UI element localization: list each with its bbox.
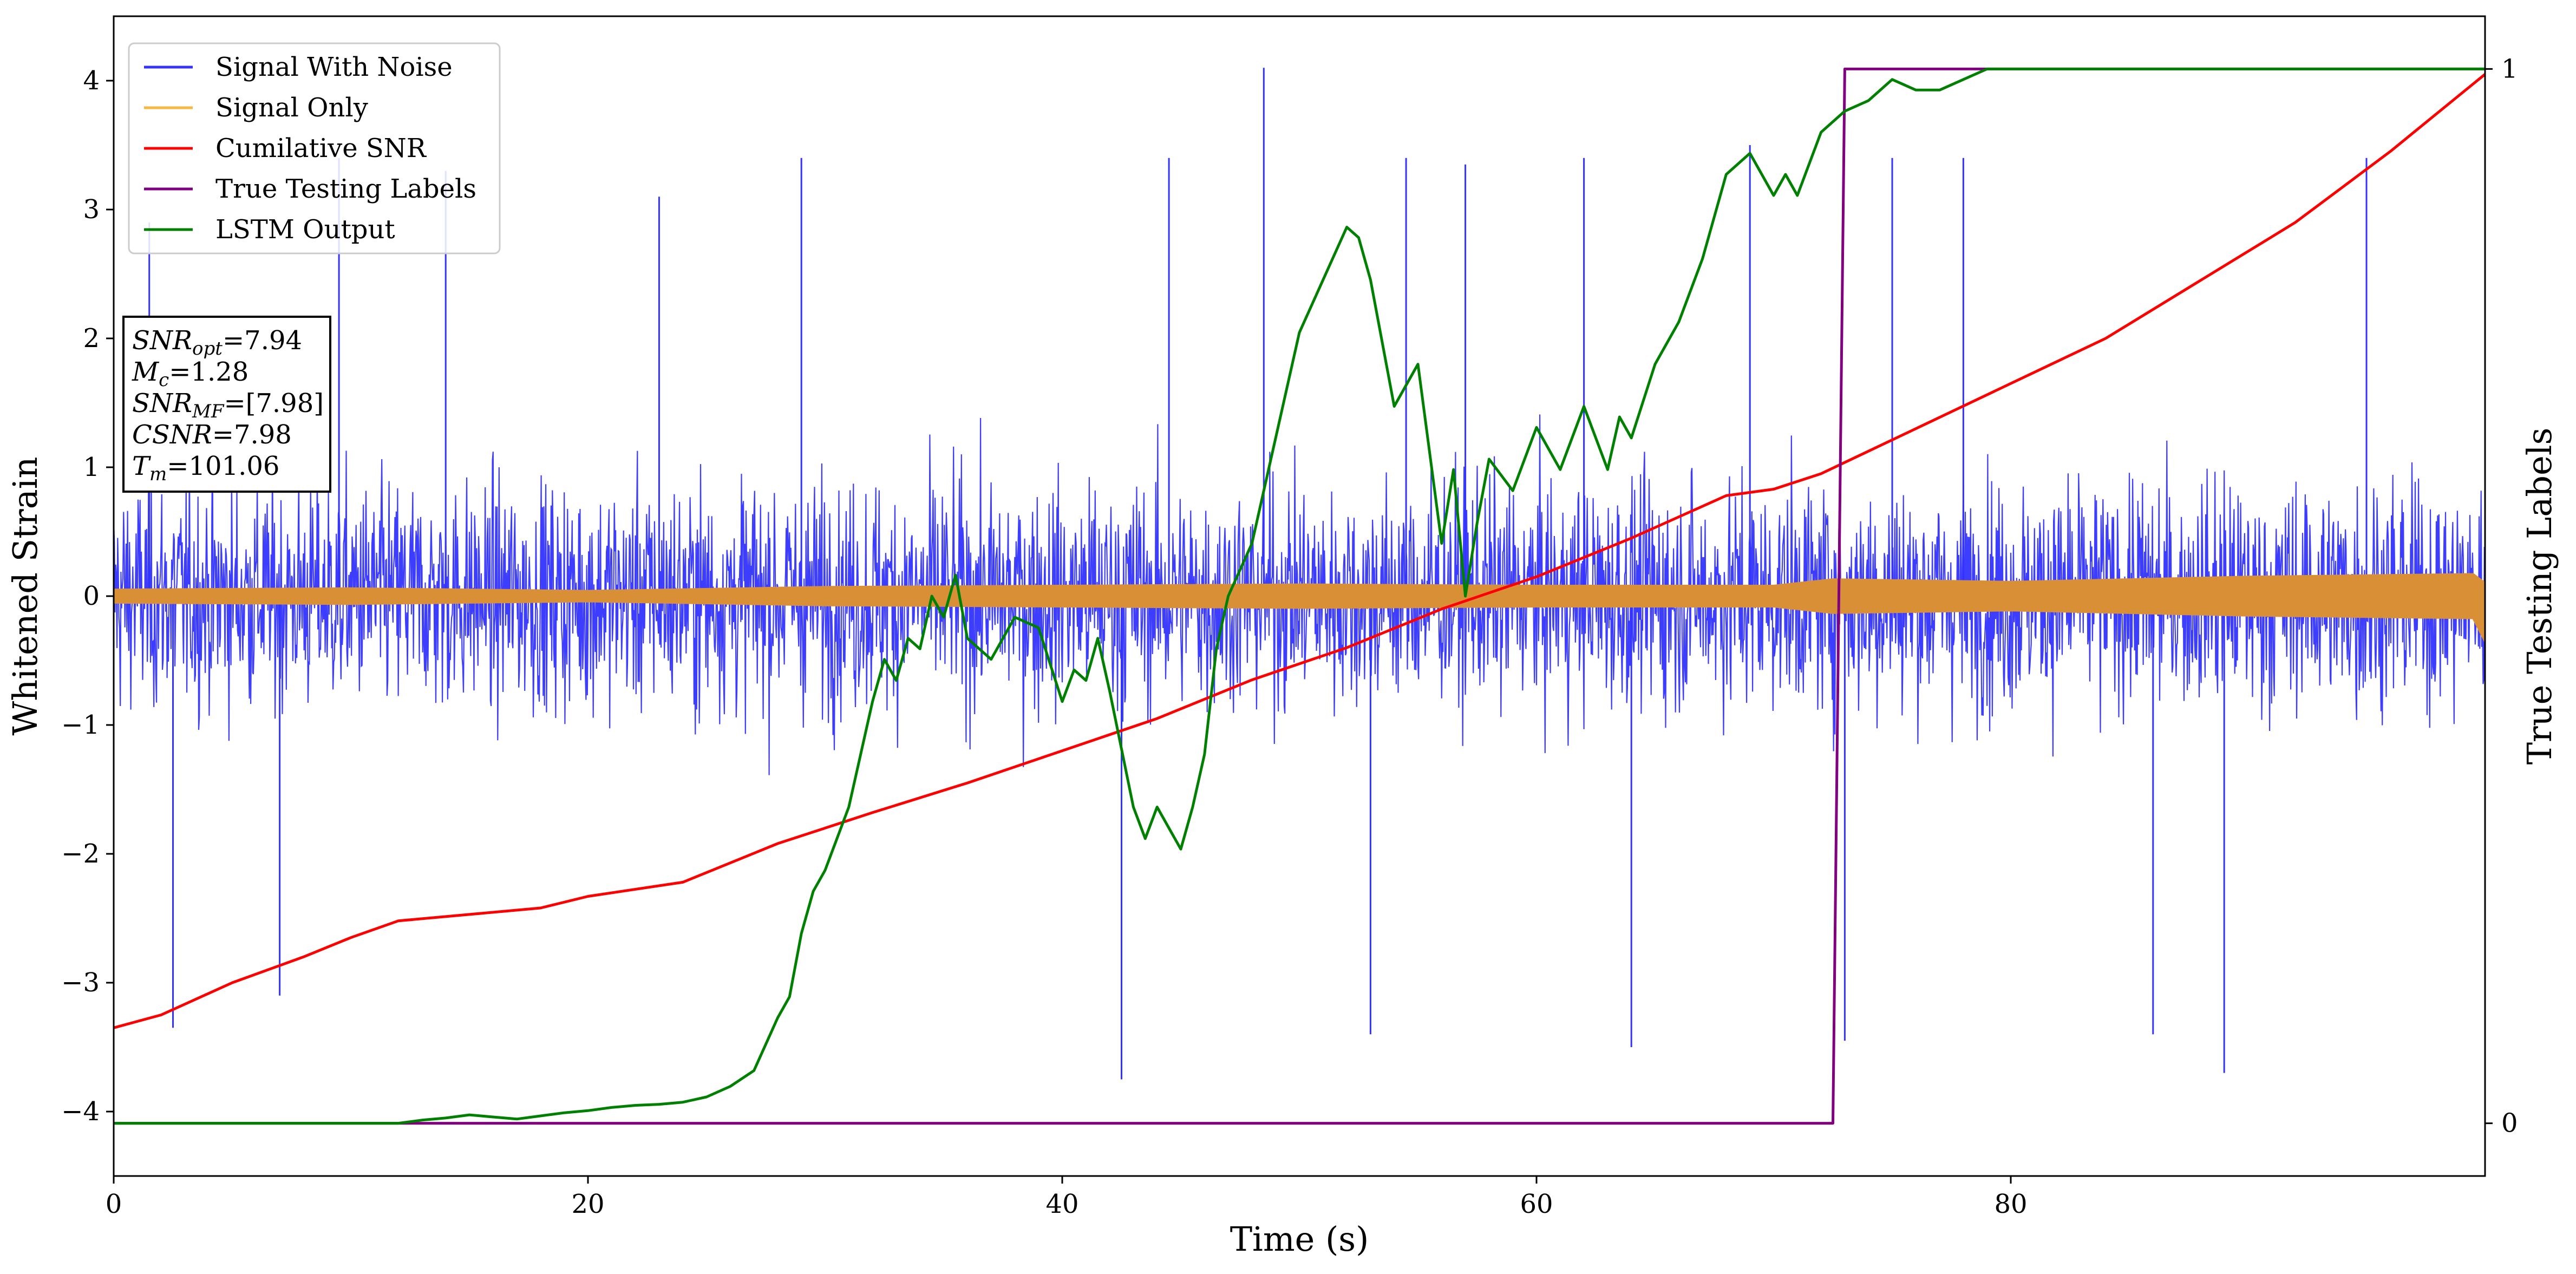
cumilative-snr-line xyxy=(114,73,2485,1029)
y-tick-label: −2 xyxy=(61,839,100,869)
stats-annotation-box: SNRopt=7.94Mc=1.28SNRMF=[7.98]CSNR=7.98T… xyxy=(122,316,331,493)
y-axis-label: Whitened Strain xyxy=(5,457,45,736)
x-tick-label: 20 xyxy=(571,1189,604,1219)
lstm-output-line xyxy=(114,67,2485,1125)
y-tick-label: −3 xyxy=(61,968,100,998)
annotation-line: SNRMF=[7.98] xyxy=(132,388,324,422)
legend: Signal With Noise Signal Only Cumilative S… xyxy=(128,42,501,254)
legend-entry-cumilative-snr: Cumilative SNR xyxy=(215,133,427,164)
x-tick-label: 60 xyxy=(1520,1189,1553,1219)
y-tick-label: 2 xyxy=(83,323,100,354)
y2-axis-label: True Testing Labels xyxy=(2520,428,2559,765)
annotation-line: CSNR=7.98 xyxy=(132,420,292,450)
y-tick-label: 0 xyxy=(83,581,100,611)
x-axis-label: Time (s) xyxy=(1230,1219,1369,1259)
y-tick-label: 1 xyxy=(83,452,100,482)
legend-entry-signal-with-noise: Signal With Noise xyxy=(215,52,453,82)
annotation-line: Mc=1.28 xyxy=(132,357,249,391)
annotation-line: Tm=101.06 xyxy=(132,451,279,485)
signal-only-series xyxy=(114,573,2485,642)
x-tick-label: 80 xyxy=(1994,1189,2027,1219)
signal-with-noise-line xyxy=(114,414,2485,775)
legend-entry-true-testing-labels: True Testing Labels xyxy=(215,174,476,204)
x-tick-label: 0 xyxy=(106,1189,122,1219)
legend-entry-signal-only: Signal Only xyxy=(215,93,368,123)
legend-entry-lstm-output: LSTM Output xyxy=(215,214,395,245)
signal-with-noise-series xyxy=(114,68,2485,1080)
line-series-layer xyxy=(114,67,2485,1125)
y-tick-label: −4 xyxy=(61,1096,100,1127)
y-tick-label: −1 xyxy=(61,710,100,740)
legend-box xyxy=(128,42,501,254)
y-tick-label: 4 xyxy=(83,66,100,96)
x-tick-label: 40 xyxy=(1045,1189,1078,1219)
y2-tick-label: 1 xyxy=(2501,54,2518,84)
y-tick-label: 3 xyxy=(83,194,100,225)
signal-only-envelope xyxy=(114,573,2485,642)
y2-tick-label: 0 xyxy=(2501,1108,2518,1139)
annotation-frame xyxy=(122,316,331,493)
annotation-line: SNRopt=7.94 xyxy=(132,325,302,360)
